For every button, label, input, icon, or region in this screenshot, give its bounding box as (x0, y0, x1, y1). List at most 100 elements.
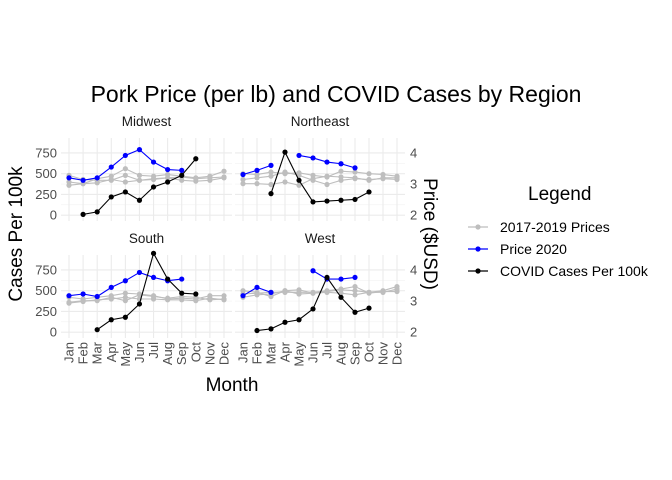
panel-south-strip-label: South (129, 231, 164, 246)
panel-south-prior-price-point (165, 297, 171, 303)
panel-midwest-prior-price-point (193, 178, 199, 184)
panel-west-x-tick-label: Nov (376, 342, 391, 366)
panel-west-prior-price-point (380, 289, 386, 295)
panel-west-price-2020-line (312, 270, 356, 280)
panel-south-x-tick-label: Dec (217, 342, 232, 366)
panel-northeast-price-2020-point (240, 171, 246, 178)
panel-midwest-covid-point (150, 184, 157, 190)
panel-west-x-tick-label: Feb (250, 342, 265, 364)
panel-midwest-prior-price-point (136, 172, 143, 178)
legend-title: Legend (528, 184, 591, 205)
panel-northeast-price-tick-label: 2 (410, 208, 417, 223)
panel-south-prior-price-point (221, 293, 227, 299)
panel-northeast-price-2020-point (310, 155, 316, 161)
panel-midwest: Midwest 0 250 500 750 (35, 114, 232, 223)
panel-south-price-2020-point (66, 293, 72, 299)
panel-south-x-tick-label: Jun (132, 342, 147, 363)
panel-west-prior-price-point (324, 289, 330, 295)
panel-northeast-prior-price-point (352, 169, 358, 175)
panel-northeast-prior-price-point (282, 179, 288, 185)
panel-west-covid-point (352, 309, 358, 315)
panel-northeast-price-tick-label: 4 (410, 145, 417, 160)
panel-west-prior-price-point (310, 290, 316, 296)
panel-south-covid-point (193, 291, 199, 297)
panel-west-x-tick-label: Apr (278, 341, 293, 362)
panel-west-covid-point (310, 306, 316, 312)
panel-midwest-prior-price-point (122, 166, 128, 172)
panel-south-y-tick-label: 500 (35, 283, 57, 298)
panel-south-prior-price-point (108, 296, 114, 302)
panel-northeast-prior-price-point (352, 175, 358, 181)
panel-midwest-y-tick-label: 250 (35, 187, 57, 202)
panel-northeast-prior-price-point (366, 171, 372, 177)
panel-northeast-strip-label: Northeast (291, 114, 350, 129)
panel-south-covid-point (136, 301, 143, 307)
panel-northeast: Northeast 2 3 4 (235, 114, 417, 223)
panel-midwest-covid-point (94, 209, 100, 215)
panel-west-price-2020-point (254, 284, 260, 290)
panel-northeast-covid-point (282, 149, 288, 155)
panel-west-prior-price-point (254, 292, 260, 298)
panel-midwest-price-2020-point (122, 152, 128, 159)
panel-south-prior-price-point (150, 296, 157, 302)
panel-west-covid-point (296, 317, 302, 323)
panel-northeast-prior-price-point (380, 175, 386, 181)
panel-south-x-tick-label: Aug (160, 342, 175, 365)
panel-south-price-2020-point (179, 276, 185, 282)
panel-west-price-tick-label: 2 (410, 325, 417, 340)
panel-south-prior-price-point (221, 297, 227, 303)
panel-northeast-covid-point (352, 196, 358, 203)
panel-west-price-2020-point (310, 268, 316, 274)
panel-northeast-prior-price-point (240, 176, 246, 183)
panel-northeast-prior-price-point (282, 169, 288, 175)
panel-midwest-y-tick-label: 500 (35, 166, 57, 181)
legend-item-2017-2019-prices: 2017-2019 Prices (500, 219, 610, 235)
panel-south-price-2020-point (94, 293, 100, 300)
panel-midwest-prior-price-point (179, 177, 185, 183)
panel-south-x-tick-label: Sep (174, 342, 189, 365)
panel-midwest-price-2020-point (66, 175, 72, 181)
panel-west-covid-point (282, 319, 288, 325)
legend-item-price-2020: Price 2020 (500, 241, 567, 257)
panel-west-prior-price-point (352, 288, 358, 294)
panel-south-x-tick-label: Oct (188, 342, 203, 363)
panel-northeast-prior-price-point (268, 169, 274, 175)
panel-west-price-2020-point (240, 293, 246, 299)
panel-south-x-tick-label: Jul (146, 342, 161, 359)
panel-south: South 0 250 500 750 Jan Feb Mar Apr May Jun Jul Aug S… (35, 231, 232, 367)
panel-northeast-covid-point (296, 177, 302, 183)
panel-south-x-tick-label: Nov (202, 342, 217, 366)
chart-title: Pork Price (per lb) and COVID Cases by R… (91, 81, 582, 107)
panel-midwest-price-2020-point (165, 166, 171, 173)
panel-south-covid-point (179, 290, 185, 296)
panel-south-x-tick-label: Feb (76, 342, 91, 364)
facet-panels: Midwest 0 250 500 750 Northeast 2 3 4 South 0 250 50… (35, 114, 417, 367)
panel-northeast-price-2020-point (352, 165, 358, 171)
panel-midwest-price-2020-point (150, 159, 157, 165)
panel-northeast-prior-price-point (254, 175, 260, 181)
panel-south-prior-price-point (207, 295, 213, 301)
panel-west-x-tick-label: Mar (264, 341, 279, 364)
panel-northeast-prior-price-point (240, 181, 246, 187)
panel-midwest-covid-point (165, 179, 171, 185)
panel-northeast-covid-point (366, 189, 372, 195)
panel-west-prior-price-point (338, 286, 344, 292)
panel-south-prior-price-point (122, 294, 128, 300)
panel-midwest-prior-price-point (207, 177, 213, 183)
panel-west-prior-price-point (366, 289, 372, 295)
panel-west-prior-price-point (282, 288, 288, 294)
panel-south-covid-point (122, 314, 128, 320)
panel-midwest-prior-price-point (221, 175, 227, 181)
y-axis-left-label: Cases Per 100k (6, 166, 27, 302)
panel-midwest-prior-price-point (221, 168, 227, 174)
panel-south-covid-point (108, 317, 114, 323)
panel-south-price-2020-point (108, 284, 114, 290)
panel-west-x-tick-label: Jan (236, 342, 251, 363)
panel-northeast-covid-point (268, 191, 274, 197)
panel-west-x-tick-label: May (292, 342, 307, 367)
panel-south-x-tick-label: May (118, 342, 133, 367)
legend-key-point (475, 268, 481, 274)
panel-midwest-prior-price-point (108, 176, 114, 183)
panel-west-covid-point (324, 274, 330, 281)
